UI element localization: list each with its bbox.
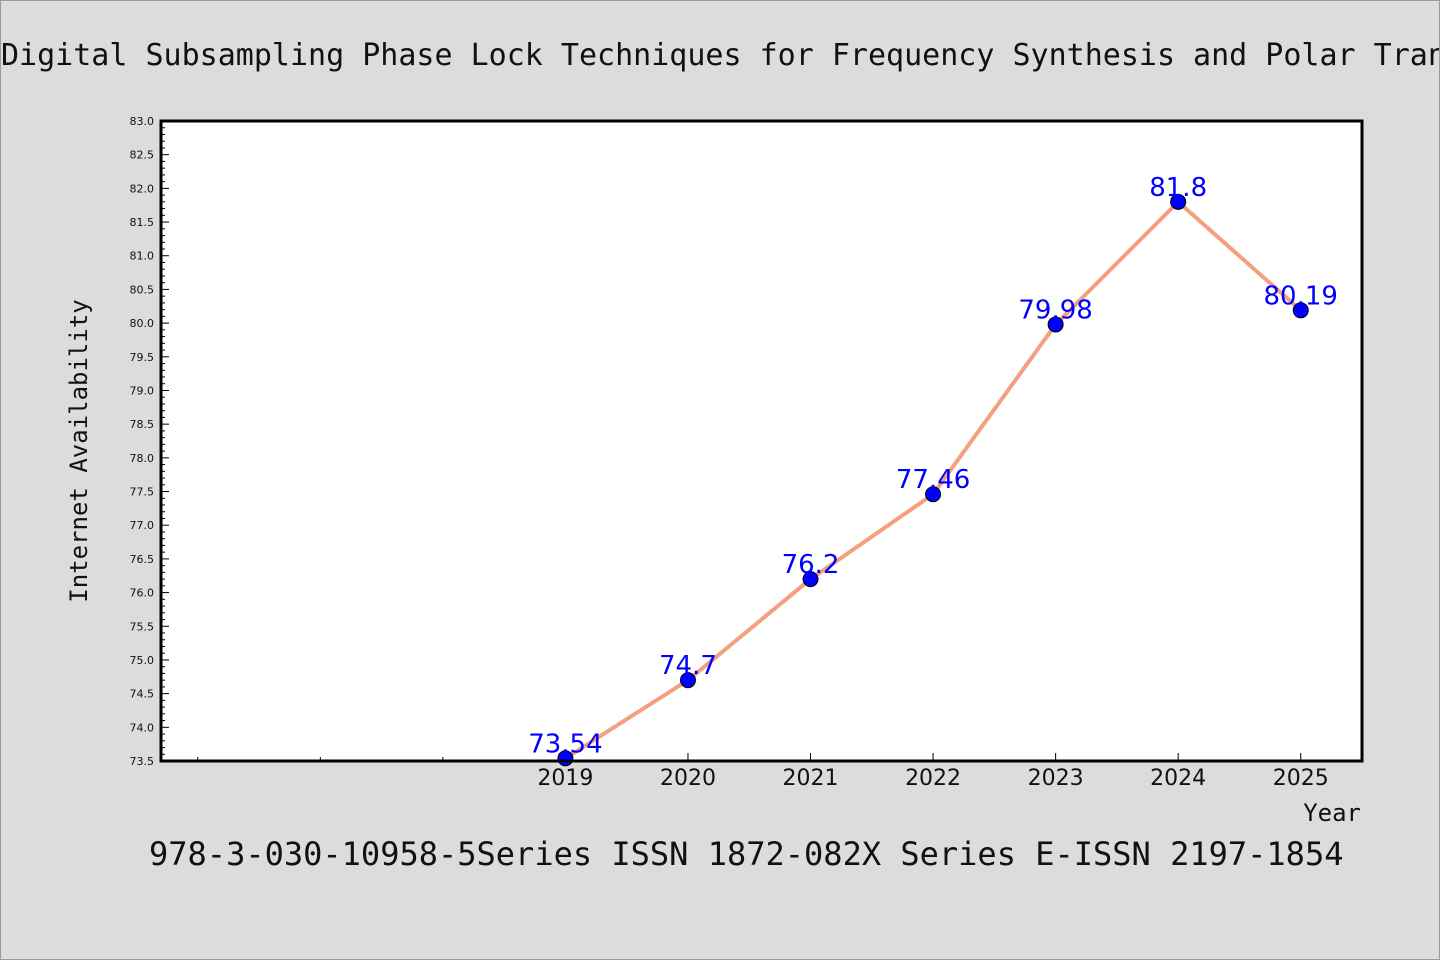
x-tick-label: 2020 bbox=[660, 766, 716, 791]
x-axis: 2019 2020 2021 2022 2023 2024 2025 bbox=[197, 753, 1329, 791]
data-label: 80.19 bbox=[1264, 281, 1338, 311]
x-axis-label: Year bbox=[1303, 799, 1361, 827]
x-tick-label: 2024 bbox=[1150, 766, 1206, 791]
y-tick-label: 76.5 bbox=[130, 553, 155, 566]
y-tick-label: 78.0 bbox=[130, 452, 155, 465]
y-tick-label: 75.5 bbox=[130, 620, 155, 633]
y-tick-label: 80.5 bbox=[130, 283, 155, 296]
y-tick-label: 77.0 bbox=[130, 519, 155, 532]
data-point bbox=[1292, 302, 1309, 319]
data-point bbox=[679, 672, 696, 689]
data-label: 73.54 bbox=[528, 729, 602, 759]
data-point bbox=[1047, 316, 1064, 333]
x-tick-label: 2023 bbox=[1028, 766, 1084, 791]
y-tick-label: 81.5 bbox=[130, 216, 155, 229]
x-tick-label: 2019 bbox=[537, 766, 593, 791]
y-tick-label: 81.0 bbox=[130, 250, 155, 263]
footer-text: 978-3-030-10958-5Series ISSN 1872-082X S… bbox=[149, 835, 1343, 873]
plot-area bbox=[161, 121, 1362, 761]
data-label: 79.98 bbox=[1018, 295, 1092, 325]
y-tick-label: 83.0 bbox=[130, 115, 155, 128]
y-tick-label: 79.0 bbox=[130, 384, 155, 397]
y-axis-label: Internet Availability bbox=[65, 299, 93, 602]
y-tick-label: 74.5 bbox=[130, 688, 155, 701]
series-layer bbox=[557, 193, 1309, 767]
x-tick-label: 2022 bbox=[905, 766, 961, 791]
y-tick-label: 77.5 bbox=[130, 486, 155, 499]
data-point bbox=[925, 486, 942, 503]
data-point bbox=[1170, 193, 1187, 210]
plot-border bbox=[159, 119, 1364, 763]
y-tick-label: 74.0 bbox=[130, 721, 155, 734]
y-tick-label: 73.5 bbox=[130, 755, 155, 768]
chart-title: Digital Subsampling Phase Lock Technique… bbox=[1, 38, 1440, 73]
data-label: 74.7 bbox=[659, 651, 717, 681]
y-tick-label: 79.5 bbox=[130, 351, 155, 364]
y-tick-label: 82.0 bbox=[130, 182, 155, 195]
data-label: 76.2 bbox=[782, 550, 840, 580]
y-tick-label: 78.5 bbox=[130, 418, 155, 431]
y-tick-label: 76.0 bbox=[130, 587, 155, 600]
y-tick-label: 75.0 bbox=[130, 654, 155, 667]
data-label: 81.8 bbox=[1149, 173, 1207, 203]
data-label: 77.46 bbox=[896, 465, 970, 495]
x-tick-label: 2021 bbox=[783, 766, 839, 791]
data-label-layer: 73.54 74.7 76.2 77.46 79.98 81.8 80.19 bbox=[528, 173, 1338, 759]
data-point bbox=[802, 571, 819, 588]
x-tick-label: 2025 bbox=[1273, 766, 1329, 791]
y-tick-label: 80.0 bbox=[130, 317, 155, 330]
y-tick-label: 82.5 bbox=[130, 149, 155, 162]
